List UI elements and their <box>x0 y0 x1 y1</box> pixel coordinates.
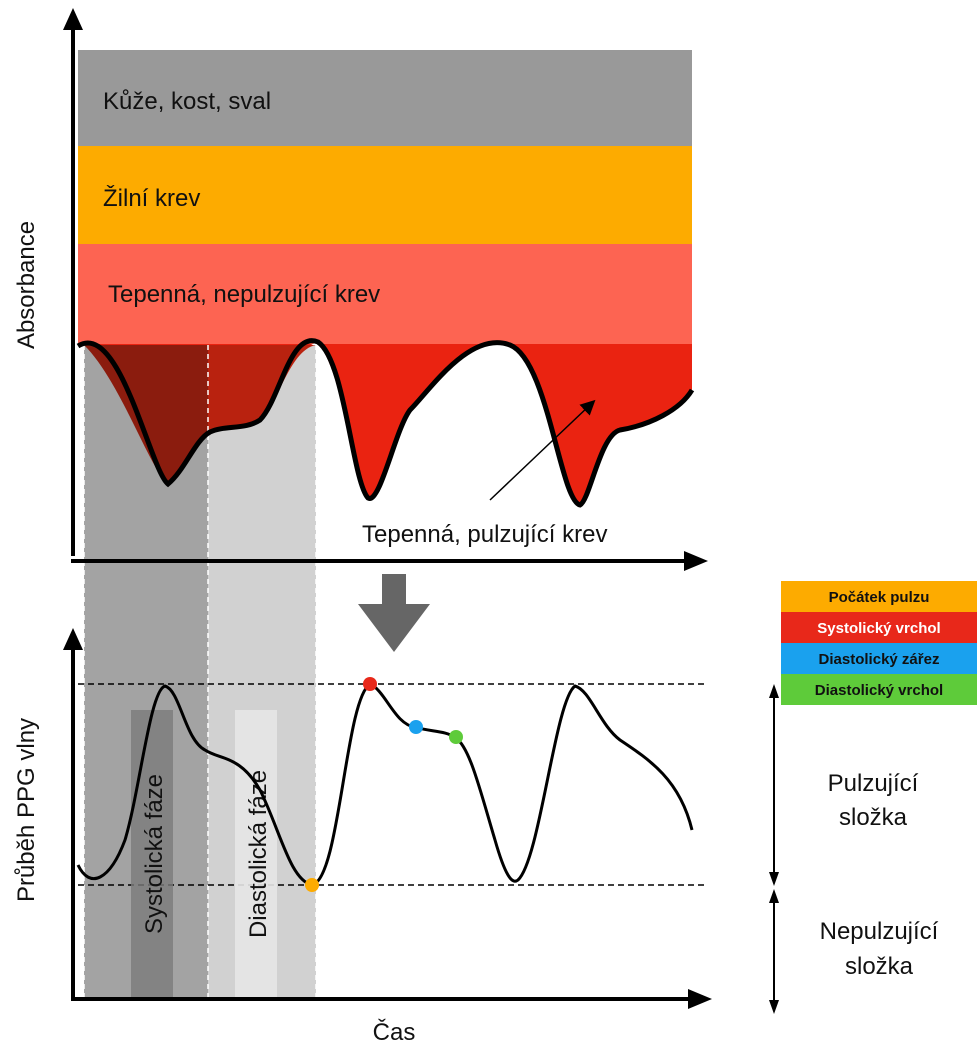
layer-label-skin: Kůže, kost, sval <box>103 88 271 115</box>
top-y-axis-arrowhead <box>63 8 83 30</box>
legend-label-diastolic-notch: Diastolický zářez <box>819 651 940 668</box>
legend-label-pulse-onset: Počátek pulzu <box>829 589 930 606</box>
legend: Počátek pulzu Systolický vrchol Diastoli… <box>781 581 977 705</box>
nonpulsing-arrow-top-head <box>769 889 779 903</box>
bottom-x-axis-arrowhead <box>688 989 712 1009</box>
ppg-waveform <box>76 682 694 887</box>
legend-swatch-systolic-peak <box>781 612 977 643</box>
systolic-phase-label: Systolická fáze <box>141 774 168 934</box>
pulsing-component-label-line1: Pulzující <box>828 770 919 797</box>
diastolic-phase-label: Diastolická fáze <box>245 770 272 938</box>
layer-label-venous: Žilní krev <box>103 185 200 212</box>
top-absorbance-wave <box>76 338 695 508</box>
pulse-onset-marker <box>305 878 319 892</box>
nonpulsing-component-label-line1: Nepulzující <box>820 918 939 945</box>
diastolic-phase-label-box <box>235 710 277 998</box>
legend-label-diastolic-peak: Diastolický vrchol <box>815 682 943 699</box>
top-systolic-overlay-front <box>84 345 208 484</box>
layer-venous-band <box>78 146 692 244</box>
transition-down-arrow <box>358 574 430 652</box>
systolic-peak-marker <box>363 677 377 691</box>
layer-arterial-nonpulsing-band <box>78 244 692 344</box>
bottom-y-axis-label: Průběh PPG vlny <box>13 718 40 902</box>
top-x-axis-arrowhead <box>684 551 708 571</box>
pulsing-blood-pointer-arrow <box>489 399 596 501</box>
legend-label-systolic-peak: Systolický vrchol <box>817 620 940 637</box>
bottom-y-axis-arrowhead <box>63 628 83 650</box>
legend-swatch-diastolic-peak <box>781 674 977 705</box>
pulsing-arrow-bottom-head <box>769 872 779 886</box>
layer-label-arterial-nonpulsing: Tepenná, nepulzující krev <box>108 281 380 308</box>
legend-swatch-diastolic-notch <box>781 643 977 674</box>
diastolic-notch-marker <box>409 720 423 734</box>
nonpulsing-arrow-bottom-head <box>769 1000 779 1014</box>
top-y-axis-label: Absorbance <box>13 221 40 349</box>
systolic-phase-label-box <box>131 710 173 998</box>
layer-label-arterial-pulsing: Tepenná, pulzující krev <box>362 521 607 548</box>
legend-swatch-pulse-onset <box>781 581 977 612</box>
nonpulsing-component-label-line2: složka <box>845 953 914 980</box>
layer-skin-band <box>78 50 692 146</box>
diastolic-peak-marker <box>449 730 463 744</box>
bottom-x-axis-label: Čas <box>373 1018 416 1046</box>
pulsing-arrow-top-head <box>769 684 779 698</box>
pulsing-component-label-line2: složka <box>839 804 908 831</box>
